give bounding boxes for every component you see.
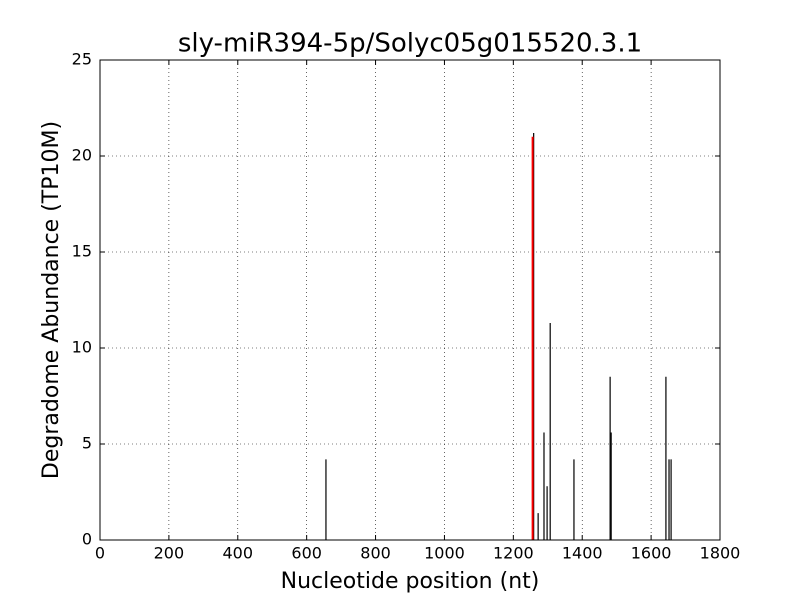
plot-frame [99, 59, 721, 541]
y-tick-label: 5 [82, 434, 92, 453]
y-tick-label: 10 [72, 338, 92, 357]
x-tick-label: 800 [360, 544, 391, 563]
y-tick-label: 20 [72, 146, 92, 165]
y-tick-label: 25 [72, 50, 92, 69]
y-tick-label: 15 [72, 242, 92, 261]
x-tick-label: 600 [291, 544, 322, 563]
x-tick-label: 0 [95, 544, 105, 563]
x-tick-label: 1800 [700, 544, 741, 563]
y-tick-label: 0 [82, 530, 92, 549]
x-tick-label: 400 [223, 544, 254, 563]
x-tick-label: 1400 [562, 544, 603, 563]
x-tick-label: 1000 [424, 544, 465, 563]
y-axis-label: Degradome Abundance (TP10M) [39, 121, 64, 479]
x-tick-label: 1200 [493, 544, 534, 563]
x-tick-label: 1600 [631, 544, 672, 563]
chart-title: sly-miR394-5p/Solyc05g015520.3.1 [178, 29, 642, 59]
x-axis-label: Nucleotide position (nt) [281, 569, 540, 594]
x-tick-label: 200 [154, 544, 185, 563]
